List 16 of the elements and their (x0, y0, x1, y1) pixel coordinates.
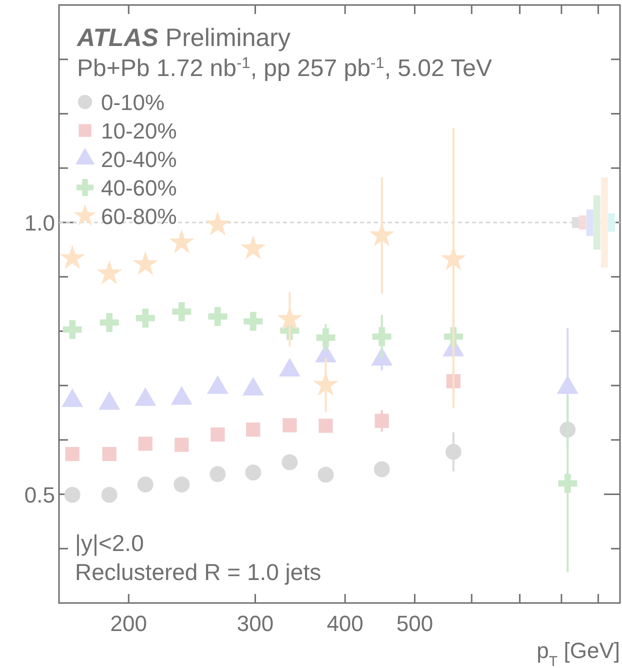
y-tick-label: 1.0 (24, 210, 55, 236)
legend-label: 60-80% (101, 204, 177, 229)
legend-label: 20-40% (101, 147, 177, 172)
legend-label: 0-10% (101, 90, 165, 115)
x-tick-label: 500 (396, 611, 434, 636)
legend-label: 10-20% (101, 118, 177, 144)
annotation: |y|<2.0 (75, 530, 144, 556)
legend-label: 40-60% (101, 176, 177, 200)
x-tick-label: 400 (326, 611, 364, 636)
y-tick-label: 0.5 (24, 482, 55, 508)
text: Pb+Pb 1.72 nb$^{-1}$, pp 257 pb$^{-1}$, 5.02 TeV (77, 54, 492, 82)
x-tick-label: 300 (236, 611, 274, 636)
x-tick-label: 200 (110, 611, 148, 636)
text: ATLAS Preliminary (76, 24, 291, 52)
x-axis-title: p$_{T}$ [GeV] (536, 638, 620, 668)
annotation: Reclustered R = 1.0 jets (75, 559, 322, 585)
